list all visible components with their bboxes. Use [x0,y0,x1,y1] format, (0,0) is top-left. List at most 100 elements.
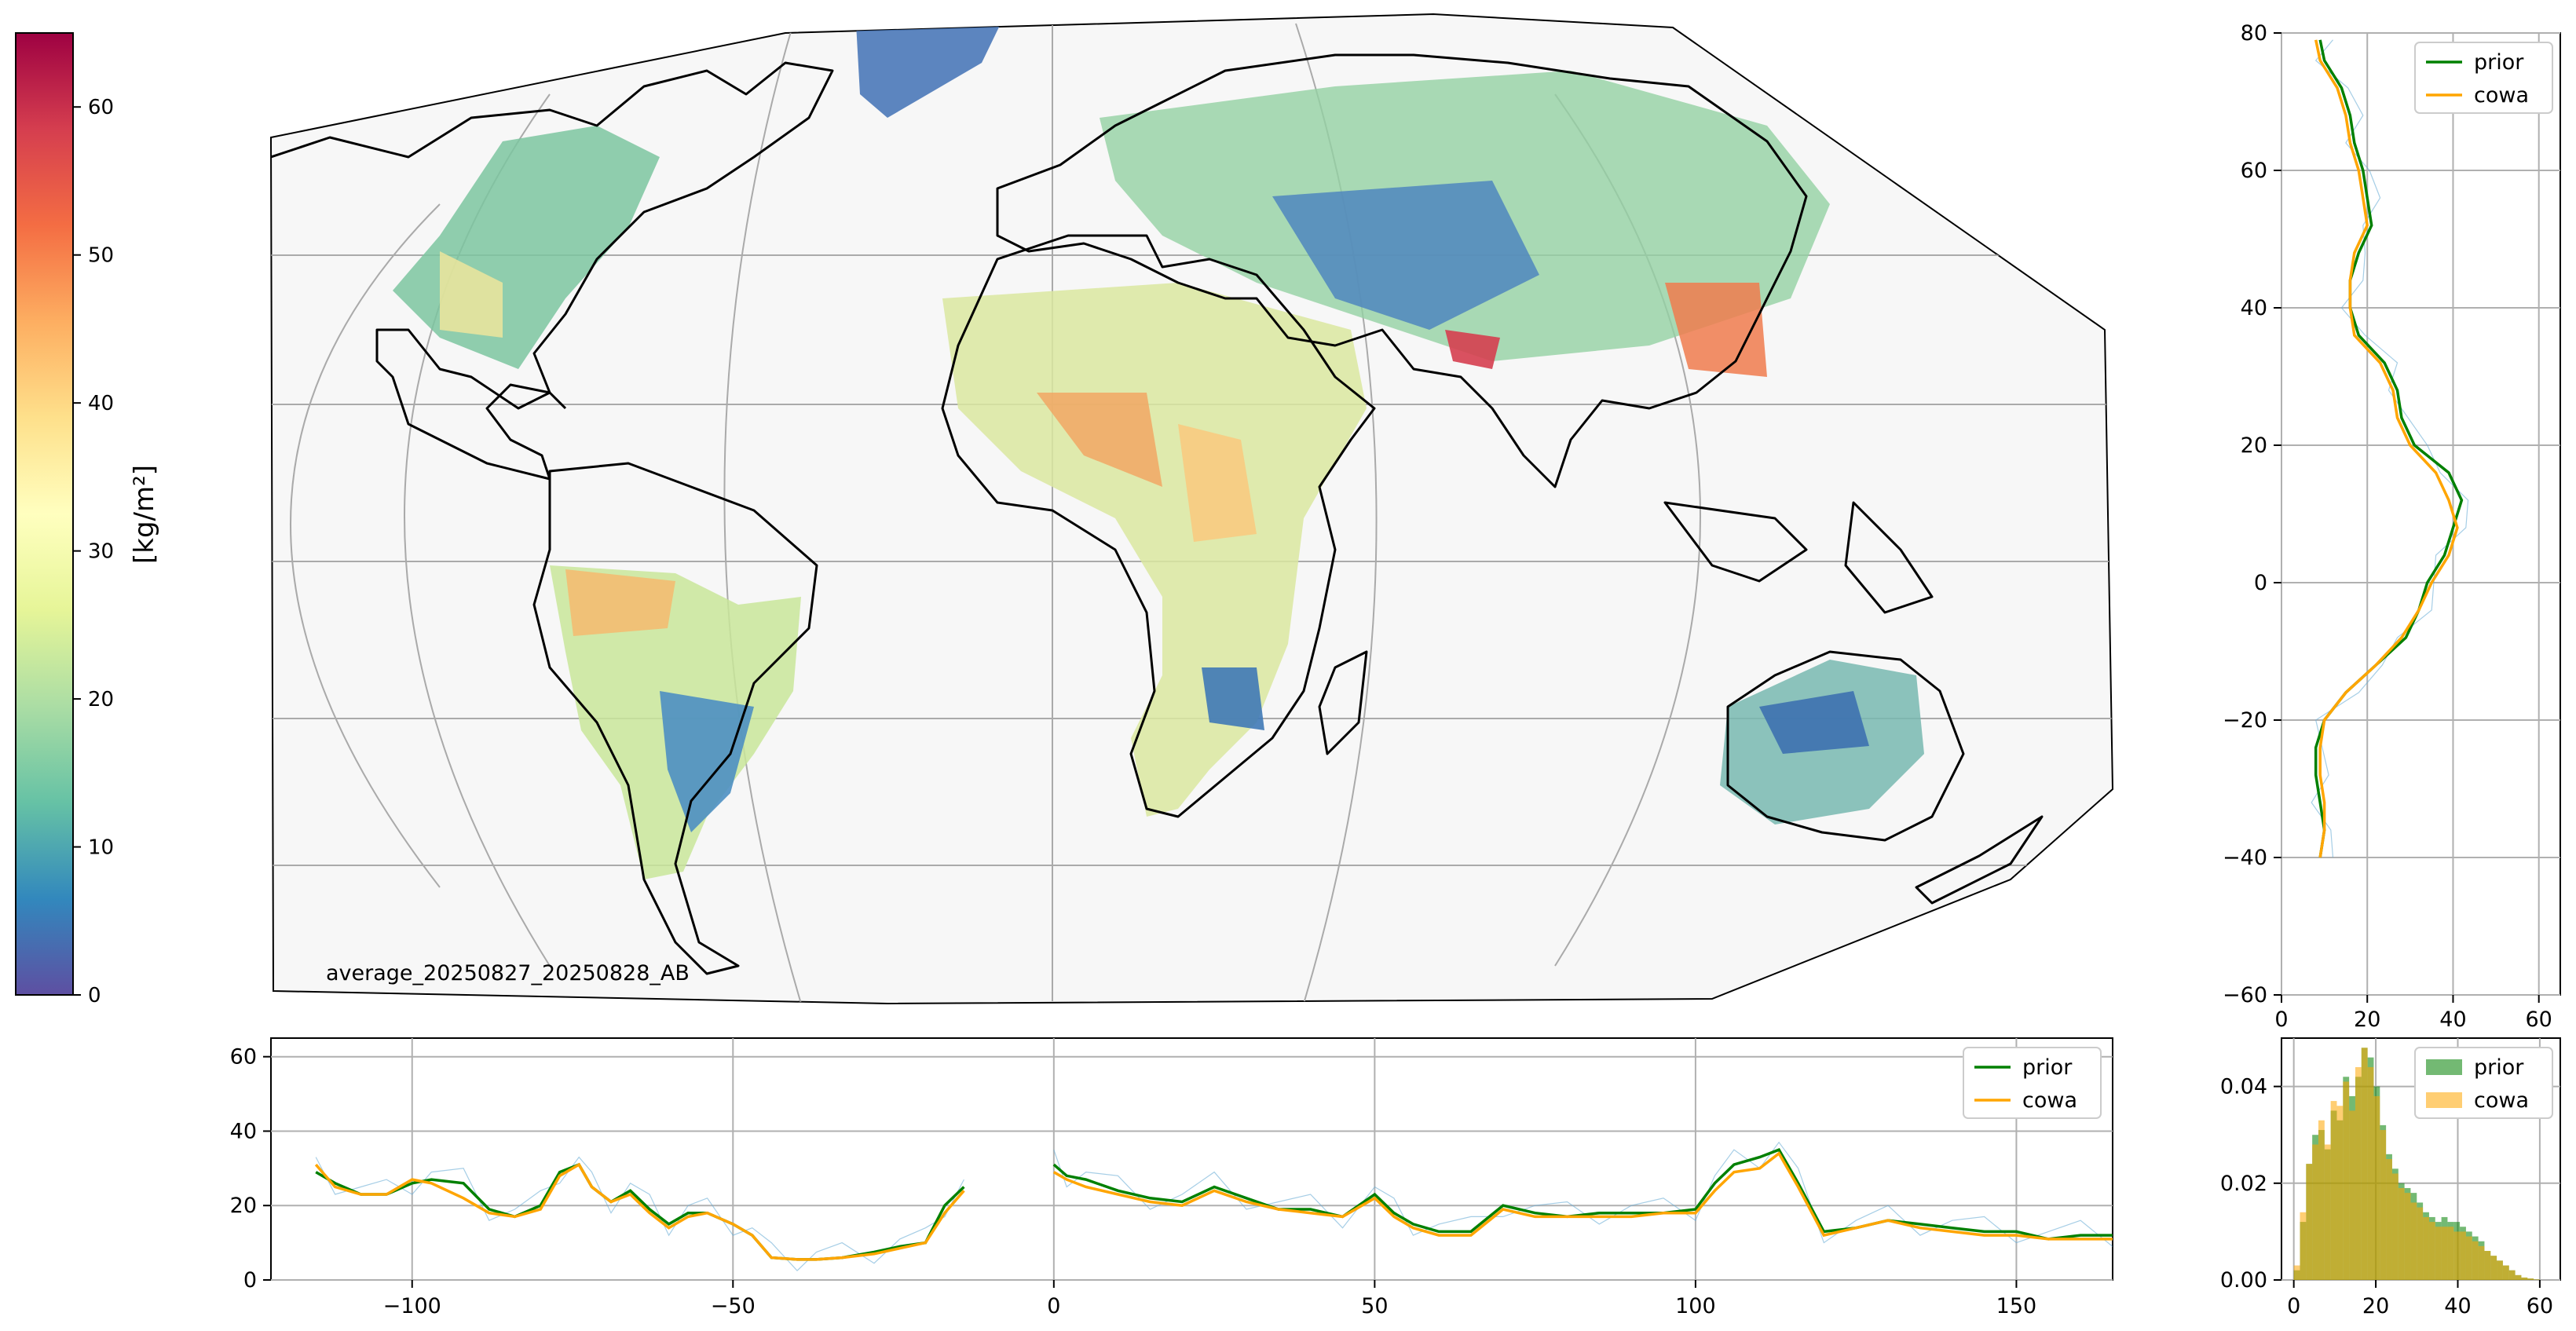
observation-trace [315,1141,2113,1272]
hist-bar-cowa [2453,1231,2461,1280]
hist-bar-cowa [2534,1279,2540,1280]
hist-bar-cowa [2380,1130,2387,1280]
x-tick-label: 20 [2354,1007,2380,1032]
hist-bar-cowa [2465,1236,2472,1280]
hist-bar-cowa [2472,1241,2479,1280]
coastlines [271,53,2044,975]
hist-bar-cowa [2527,1278,2534,1280]
observation-line [315,1156,964,1272]
colorbar-tick-label: 10 [88,836,114,860]
x-tick-label: 150 [1996,1294,2037,1318]
colorbar-tick-label: 40 [88,392,114,415]
hist-bar-cowa [2361,1048,2368,1280]
observation-line [2311,39,2469,858]
longitude-grid [271,1038,2113,1281]
hist-bar-cowa [2293,1265,2300,1280]
colorbar-tick-label: 0 [88,984,101,1007]
colorbar-label: [kg/m²] [129,465,160,564]
colorbar-tick-label: 50 [88,244,114,268]
y-tick-label: 0.00 [2220,1268,2267,1293]
legend-label-cowa: cowa [2474,83,2529,108]
colorbar: 0 10 20 30 40 50 60 [kg/m²] [15,32,160,1007]
legend-label-cowa: cowa [2022,1088,2077,1113]
y-tick-label: 60 [2241,159,2267,183]
x-tick-label: 0 [2287,1294,2300,1318]
africa-data [942,283,1367,817]
map-data-fields [393,14,1924,879]
y-tick-label: 0 [243,1268,257,1293]
hist-bar-cowa [2391,1173,2399,1280]
y-tick-label: 40 [2241,296,2267,320]
x-tick-label: 40 [2439,1007,2466,1032]
latitude-legend: prior cowa [2414,42,2553,114]
longitude-profile-panel: −100 −50 0 50 100 150 0 20 40 60 prior cowa [230,1037,2113,1318]
hist-bar-cowa [2355,1066,2362,1280]
histogram-legend: prior cowa [2414,1047,2553,1119]
hist-bar-cowa [2502,1265,2509,1280]
hist-bar-cowa [2435,1227,2442,1280]
hist-bar-cowa [2373,1095,2380,1280]
legend-label-prior: prior [2474,1055,2524,1080]
latitude-plot-area [2281,32,2561,996]
hist-bar-cowa [2324,1144,2331,1280]
hist-bar-cowa [2318,1120,2325,1280]
longitude-legend: prior cowa [1963,1047,2102,1119]
series-line-prior [1052,1148,2113,1241]
map-panel: average_20250827_20250828_AB [269,13,2114,1005]
hist-bar-cowa [2478,1245,2485,1280]
legend-swatch-prior [2426,1059,2462,1075]
colorbar-gradient [15,32,74,996]
hist-bar-cowa [2312,1144,2318,1280]
y-tick-label: 0.04 [2220,1075,2267,1099]
latitude-observation-trace [2311,39,2469,858]
hist-bar-cowa [2410,1202,2417,1280]
x-tick-label: 60 [2526,1007,2552,1032]
legend-label-prior: prior [2474,50,2524,75]
x-tick-label: 50 [1361,1294,1388,1318]
hist-bar-cowa [2508,1270,2516,1280]
hist-bar-cowa [2441,1227,2448,1280]
hist-bar-cowa [2306,1164,2313,1280]
map-label: average_20250827_20250828_AB [326,961,690,985]
y-tick-label: 0.02 [2220,1172,2267,1196]
hist-bar-cowa [2497,1260,2503,1280]
hist-bar-cowa [2300,1212,2307,1280]
hist-bar-cowa [2490,1256,2497,1280]
histogram-panel: 0 20 40 60 0.00 0.02 0.04 prior cowa [2220,1037,2561,1318]
y-tick-label: −20 [2223,708,2267,733]
hist-bar-cowa [2447,1227,2454,1280]
colorbar-tick-label: 30 [88,540,114,564]
y-tick-label: 40 [230,1119,257,1143]
colorbar-tick-label: 60 [88,96,114,119]
hist-bar-cowa [2386,1159,2392,1280]
hist-bar-cowa [2484,1251,2491,1280]
x-tick-label: 0 [2274,1007,2288,1032]
x-tick-label: −50 [711,1294,756,1318]
hist-bar-cowa [2336,1106,2344,1280]
x-tick-label: 60 [2527,1294,2553,1318]
colorbar-tick-label: 20 [88,688,114,711]
greenland-data [856,14,1005,118]
y-tick-label: 60 [230,1045,257,1070]
series-line-cowa [1052,1151,2113,1241]
longitude-plot-area [270,1037,2113,1281]
series-line-cowa [314,1162,965,1261]
latitude-profile-panel: 0 20 40 60 −60 −40 −20 0 20 40 60 80 prior cowa [2223,21,2561,1032]
x-tick-label: 20 [2362,1294,2389,1318]
hist-bar-cowa [2398,1187,2405,1280]
y-tick-label: 20 [2241,433,2267,458]
x-tick-label: 40 [2444,1294,2471,1318]
hist-bar-cowa [2404,1193,2411,1280]
hist-bar-cowa [2423,1216,2429,1280]
hist-bar-cowa [2367,1066,2374,1280]
hist-bar-cowa [2349,1110,2355,1280]
y-tick-label: −60 [2223,983,2267,1007]
hist-bar-cowa [2330,1101,2337,1280]
y-tick-label: −40 [2223,846,2267,870]
hist-bar-cowa [2515,1274,2522,1280]
legend-swatch-cowa [2426,1092,2462,1108]
hist-bar-cowa [2343,1081,2350,1280]
x-tick-label: −100 [383,1294,441,1318]
series-line-cowa [2314,39,2459,858]
